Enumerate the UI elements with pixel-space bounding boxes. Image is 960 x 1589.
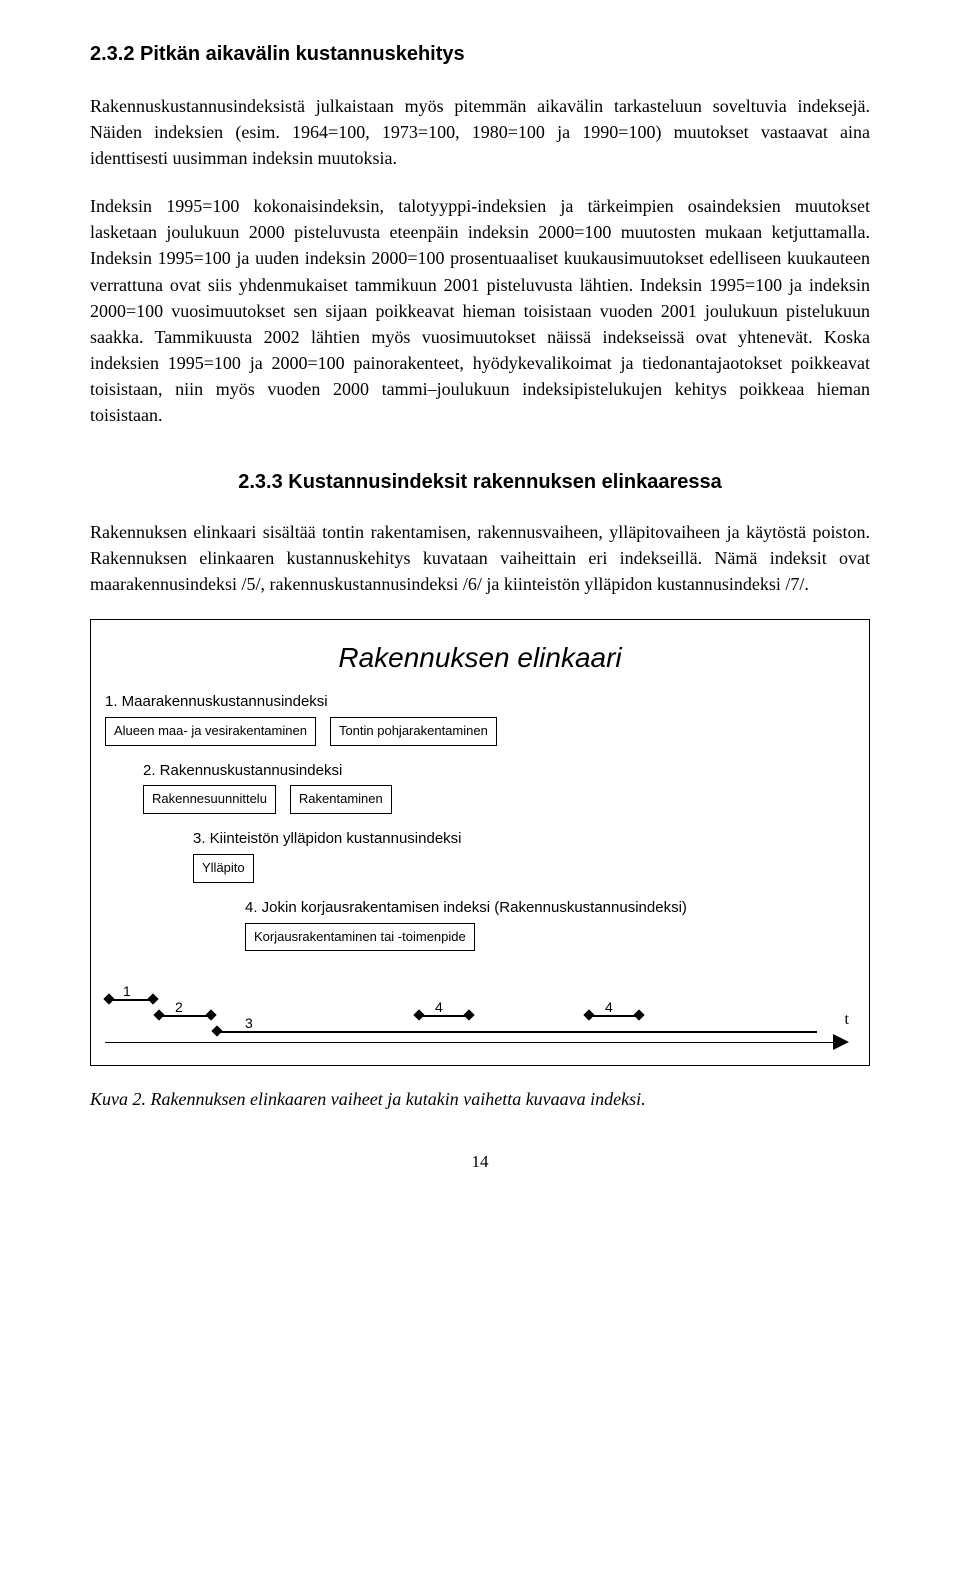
level-2-label: 2. Rakennuskustannusindeksi	[143, 760, 855, 782]
box-rakentaminen: Rakentaminen	[290, 785, 392, 814]
section-heading-2: 2.3.3 Kustannusindeksit rakennuksen elin…	[90, 468, 870, 497]
level-4-label: 4. Jokin korjausrakentamisen indeksi (Ra…	[245, 897, 855, 919]
timeline: 1 2 3 4 4 t	[105, 965, 855, 1055]
section-heading-1: 2.3.2 Pitkän aikavälin kustannuskehitys	[90, 40, 870, 69]
box-alueen-maa: Alueen maa- ja vesirakentaminen	[105, 717, 316, 746]
level-1-label: 1. Maarakennuskustannusindeksi	[105, 691, 855, 713]
figure-caption: Kuva 2. Rakennuksen elinkaaren vaiheet j…	[90, 1086, 870, 1112]
timeline-axis-label: t	[845, 1008, 849, 1031]
timeline-arrow-icon	[833, 1034, 849, 1050]
timeline-axis	[105, 1042, 835, 1044]
box-korjausrakentaminen: Korjausrakentaminen tai -toimenpide	[245, 923, 475, 952]
box-yllapito: Ylläpito	[193, 854, 254, 883]
diagram-frame: Rakennuksen elinkaari 1. Maarakennuskust…	[90, 619, 870, 1066]
box-rakennesuunnittelu: Rakennesuunnittelu	[143, 785, 276, 814]
level-3-label: 3. Kiinteistön ylläpidon kustannusindeks…	[193, 828, 855, 850]
box-tontin-pohja: Tontin pohjarakentaminen	[330, 717, 497, 746]
diagram-title: Rakennuksen elinkaari	[105, 638, 855, 679]
paragraph: Rakennuksen elinkaari sisältää tontin ra…	[90, 519, 870, 597]
page-number: 14	[90, 1150, 870, 1175]
paragraph: Rakennuskustannusindeksistä julkaistaan …	[90, 93, 870, 171]
paragraph: Indeksin 1995=100 kokonaisindeksin, talo…	[90, 193, 870, 428]
